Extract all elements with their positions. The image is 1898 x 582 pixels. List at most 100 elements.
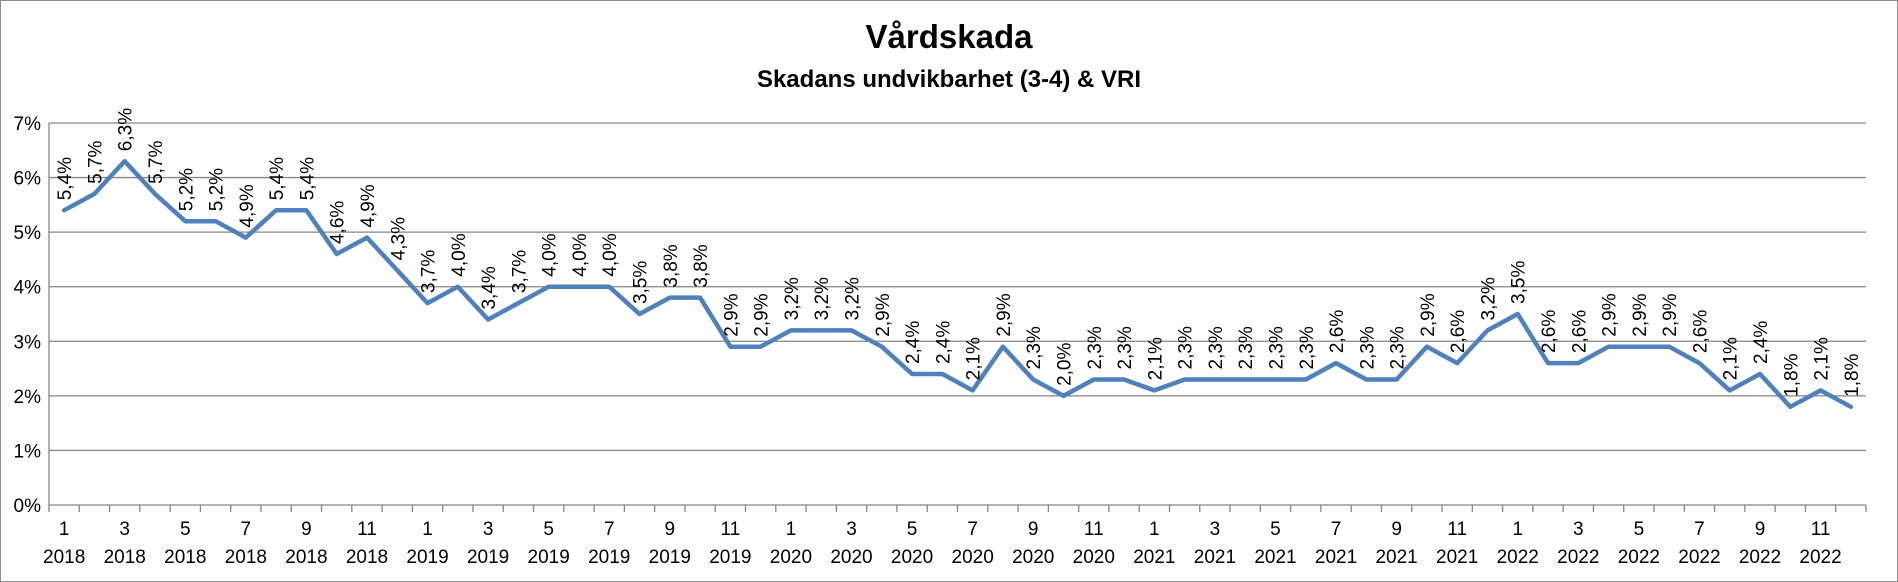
data-label: 2,3% bbox=[1206, 326, 1227, 369]
data-label: 2,3% bbox=[1388, 326, 1409, 369]
data-labels: 5,4% 5,7% 6,3% 5,7% 5,2% 5,2% 4,9% 5,4% 5,4% 4,6%… bbox=[55, 108, 1863, 397]
data-label: 5,2% bbox=[176, 168, 197, 211]
data-label: 2,6% bbox=[1448, 310, 1469, 353]
data-label: 2,6% bbox=[1690, 310, 1711, 353]
data-label: 4,0% bbox=[600, 233, 621, 276]
data-label: 2,6% bbox=[1569, 310, 1590, 353]
data-label: 2,9% bbox=[1418, 293, 1439, 336]
data-label: 6,3% bbox=[116, 108, 137, 151]
data-label: 4,0% bbox=[449, 233, 470, 276]
x-tick-month-label: 5 bbox=[543, 519, 554, 540]
data-label: 2,1% bbox=[1812, 337, 1833, 380]
data-label: 2,0% bbox=[1054, 342, 1075, 385]
x-tick-year-label: 2018 bbox=[43, 547, 85, 568]
data-label: 4,0% bbox=[570, 233, 591, 276]
x-tick-month-label: 1 bbox=[786, 519, 797, 540]
x-tick-month-label: 7 bbox=[241, 519, 252, 540]
data-label: 5,7% bbox=[85, 140, 106, 183]
data-label: 2,9% bbox=[1600, 293, 1621, 336]
x-tick-month-label: 5 bbox=[1270, 519, 1281, 540]
data-label: 2,4% bbox=[903, 321, 924, 364]
data-label: 1,8% bbox=[1842, 353, 1863, 396]
data-label: 3,2% bbox=[812, 277, 833, 320]
y-tick-label: 4% bbox=[14, 278, 42, 299]
data-label: 2,3% bbox=[1176, 326, 1197, 369]
x-tick-month-label: 7 bbox=[1331, 519, 1342, 540]
chart-title: Vårdskada bbox=[865, 18, 1033, 55]
data-label: 2,3% bbox=[1357, 326, 1378, 369]
data-label: 3,7% bbox=[509, 250, 530, 293]
x-tick-month-label: 9 bbox=[1755, 519, 1766, 540]
x-tick-year-label: 2022 bbox=[1618, 547, 1660, 568]
x-tick-month-label: 5 bbox=[1634, 519, 1645, 540]
data-label: 4,6% bbox=[328, 201, 349, 244]
data-label: 2,3% bbox=[1297, 326, 1318, 369]
x-tick-year-label: 2021 bbox=[1194, 547, 1236, 568]
data-label: 2,3% bbox=[1115, 326, 1136, 369]
y-tick-label: 1% bbox=[14, 441, 42, 462]
data-label: 3,7% bbox=[418, 250, 439, 293]
x-tick-year-label: 2022 bbox=[1557, 547, 1599, 568]
y-tick-label: 0% bbox=[14, 496, 42, 517]
data-label: 5,2% bbox=[207, 168, 228, 211]
x-tick-month-label: 3 bbox=[119, 519, 130, 540]
data-label: 2,1% bbox=[964, 337, 985, 380]
data-label: 2,4% bbox=[1751, 321, 1772, 364]
data-label: 2,9% bbox=[752, 293, 773, 336]
chart-subtitle: Skadans undvikbarhet (3-4) & VRI bbox=[756, 66, 1142, 93]
x-tick-year-label: 2022 bbox=[1678, 547, 1720, 568]
x-tick-year-label: 2021 bbox=[1315, 547, 1357, 568]
x-tick-year-label: 2022 bbox=[1799, 547, 1841, 568]
x-tick-month-label: 9 bbox=[1391, 519, 1402, 540]
x-tick-year-label: 2019 bbox=[649, 547, 691, 568]
data-label: 3,5% bbox=[631, 261, 652, 304]
x-tick-year-label: 2020 bbox=[830, 547, 872, 568]
y-tick-label: 5% bbox=[14, 223, 42, 244]
x-tick-month-label: 11 bbox=[357, 519, 377, 540]
x-tick-year-label: 2022 bbox=[1497, 547, 1539, 568]
data-label: 2,1% bbox=[1145, 337, 1166, 380]
data-label: 3,2% bbox=[782, 277, 803, 320]
data-label: 2,3% bbox=[1236, 326, 1257, 369]
data-label: 1,8% bbox=[1781, 353, 1802, 396]
x-tick-year-label: 2018 bbox=[104, 547, 146, 568]
x-tick-month-label: 9 bbox=[665, 519, 676, 540]
x-tick-year-label: 2020 bbox=[1073, 547, 1115, 568]
y-tick-label: 7% bbox=[14, 114, 42, 135]
data-label: 3,4% bbox=[479, 266, 500, 309]
data-label: 3,2% bbox=[1478, 277, 1499, 320]
x-tick-month-label: 9 bbox=[1028, 519, 1039, 540]
x-tick-month-label: 1 bbox=[1512, 519, 1523, 540]
data-label: 2,9% bbox=[873, 293, 894, 336]
x-tick-year-label: 2022 bbox=[1739, 547, 1781, 568]
y-tick-label: 6% bbox=[14, 169, 42, 190]
x-tick-month-label: 1 bbox=[422, 519, 433, 540]
data-label: 2,3% bbox=[1085, 326, 1106, 369]
data-label: 3,5% bbox=[1509, 261, 1530, 304]
data-label: 3,8% bbox=[691, 244, 712, 287]
x-tick-year-label: 2021 bbox=[1436, 547, 1478, 568]
x-tick-month-label: 7 bbox=[967, 519, 978, 540]
data-label: 4,0% bbox=[540, 233, 561, 276]
x-tick-month-label: 11 bbox=[1447, 519, 1467, 540]
data-label: 2,1% bbox=[1721, 337, 1742, 380]
data-label: 2,9% bbox=[721, 293, 742, 336]
x-tick-year-label: 2020 bbox=[1012, 547, 1054, 568]
x-tick-month-label: 3 bbox=[1573, 519, 1584, 540]
x-tick-year-label: 2018 bbox=[285, 547, 327, 568]
data-label: 4,9% bbox=[358, 184, 379, 227]
x-tick-year-label: 2019 bbox=[528, 547, 570, 568]
data-label: 2,6% bbox=[1327, 310, 1348, 353]
x-tick-month-label: 5 bbox=[180, 519, 191, 540]
x-tick-year-label: 2018 bbox=[225, 547, 267, 568]
data-label: 5,4% bbox=[297, 157, 318, 200]
data-label: 2,9% bbox=[994, 293, 1015, 336]
x-tick-year-label: 2019 bbox=[467, 547, 509, 568]
x-tick-year-label: 2018 bbox=[164, 547, 206, 568]
x-tick-year-label: 2019 bbox=[709, 547, 751, 568]
y-tick-label: 3% bbox=[14, 332, 42, 353]
x-tick-month-label: 3 bbox=[1210, 519, 1221, 540]
x-tick-year-label: 2021 bbox=[1375, 547, 1417, 568]
x-tick-month-label: 1 bbox=[1149, 519, 1160, 540]
